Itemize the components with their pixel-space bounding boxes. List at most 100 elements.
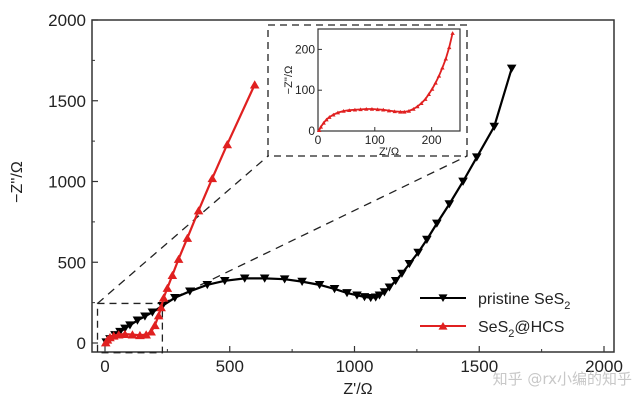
inset-data-point — [443, 56, 448, 61]
data-point — [150, 320, 160, 330]
y-axis-label: −Z''/Ω — [9, 161, 26, 203]
inset-x-tick-label: 0 — [315, 133, 322, 147]
data-point — [120, 324, 130, 333]
x-axis-label: Z'/Ω — [343, 381, 372, 398]
data-point — [125, 321, 135, 330]
plot-frame — [91, 19, 615, 353]
legend-marker — [438, 294, 448, 303]
inset-data-point — [398, 109, 403, 114]
inset-y-tick-label: 0 — [308, 124, 315, 138]
data-point — [222, 140, 233, 149]
data-point — [141, 330, 151, 339]
inset-data-point — [364, 106, 369, 111]
inset-data-point — [440, 65, 445, 70]
data-point — [193, 206, 204, 215]
data-point — [471, 153, 482, 162]
data-point — [173, 254, 184, 263]
data-point — [170, 293, 180, 303]
legend-marker — [438, 321, 448, 330]
data-point — [374, 291, 385, 300]
x-tick-label: 0 — [100, 357, 109, 376]
inset-frame — [317, 28, 461, 132]
inset-data-point — [341, 109, 346, 113]
data-point — [182, 233, 193, 242]
inset-data-point — [415, 104, 420, 109]
watermark: 知乎 @rx小编的知乎 — [493, 370, 632, 388]
data-point — [279, 275, 290, 284]
inset-x-tick-label: 200 — [422, 133, 442, 147]
data-point — [259, 274, 270, 283]
x-tick-label: 1500 — [460, 357, 498, 376]
data-point — [146, 327, 156, 336]
y-tick-label: 1000 — [48, 173, 86, 192]
data-point — [384, 283, 395, 292]
data-point — [342, 289, 352, 298]
data-point — [207, 173, 218, 183]
legend-label-tail: @HCS — [514, 319, 564, 336]
inset-data-point — [406, 109, 412, 113]
data-point — [458, 177, 468, 186]
inset-data-point — [450, 31, 455, 35]
data-point — [506, 64, 517, 73]
data-point — [167, 270, 178, 280]
data-point — [115, 327, 125, 337]
inset-data-point — [381, 107, 386, 112]
data-point — [297, 277, 307, 286]
inset-data-point — [327, 115, 332, 119]
inset-data-point — [316, 128, 322, 132]
zoom-region-box — [96, 302, 164, 354]
inset-data-point — [423, 97, 428, 101]
data-point — [140, 312, 150, 321]
inset-data-point — [358, 107, 363, 112]
inset-data-point — [386, 108, 392, 113]
legend-label: SeS2@HCS — [478, 319, 564, 340]
data-point — [422, 235, 432, 244]
legend-label-main: SeS — [478, 319, 508, 336]
data-point — [413, 248, 423, 257]
inset-data-point — [433, 80, 438, 85]
data-point — [153, 311, 164, 320]
legend-item-hcs: SeS2@HCS — [420, 319, 564, 340]
x-tick-label: 500 — [216, 357, 244, 376]
data-point — [156, 303, 166, 312]
inset-y-tick-label: 200 — [295, 42, 315, 56]
data-point — [404, 260, 415, 269]
data-point — [202, 281, 213, 290]
zoom-connector-line — [162, 155, 468, 305]
y-tick-label: 2000 — [48, 11, 86, 30]
inset-data-point — [402, 109, 407, 114]
x-tick-label: 2000 — [585, 357, 623, 376]
legend-label-main: pristine SeS — [478, 291, 564, 308]
data-point — [127, 330, 138, 339]
inset-data-point — [429, 86, 435, 91]
inset-data-point — [321, 120, 326, 125]
inset-data-point — [447, 45, 452, 50]
data-point — [329, 285, 340, 294]
inset-data-point — [347, 108, 352, 112]
data-point — [147, 308, 158, 317]
data-point — [314, 281, 325, 290]
data-point — [158, 293, 169, 302]
y-tick-label: 0 — [77, 334, 86, 353]
legend-label: pristine SeS2 — [478, 291, 570, 312]
zoom-connector-line — [97, 155, 269, 304]
data-point — [219, 276, 230, 286]
legend-label-subscript: 2 — [508, 328, 514, 340]
data-point — [185, 287, 195, 296]
legend-label-subscript: 2 — [564, 300, 570, 312]
data-point — [432, 219, 442, 228]
data-point — [249, 80, 260, 89]
y-tick-label: 500 — [58, 253, 86, 272]
inset-data-point — [369, 106, 375, 111]
inset-data-point — [352, 107, 358, 112]
data-point — [352, 291, 362, 300]
data-point — [162, 283, 173, 292]
x-tick-label: 1000 — [336, 357, 374, 376]
data-point — [390, 276, 401, 286]
inset-data-point — [392, 109, 397, 114]
inset-data-point — [411, 106, 416, 111]
inset-y-tick-label: 100 — [295, 83, 315, 97]
inset-data-point — [331, 112, 336, 117]
data-point — [444, 200, 455, 209]
